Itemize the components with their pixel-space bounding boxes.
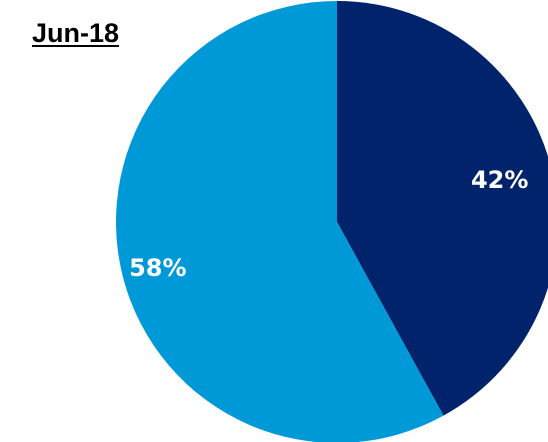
slice-label-0: 42% xyxy=(471,166,528,194)
pie-slice-0 xyxy=(337,1,548,416)
chart-title: Jun-18 xyxy=(32,18,120,48)
pie-slice-1 xyxy=(116,1,444,442)
slice-label-1: 58% xyxy=(129,254,186,282)
